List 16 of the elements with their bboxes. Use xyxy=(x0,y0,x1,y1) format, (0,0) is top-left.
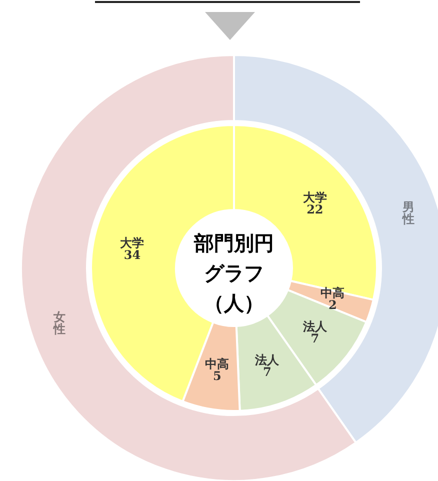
slice-label: 大学 xyxy=(120,236,144,250)
data-label: 2 xyxy=(328,298,337,312)
slice-label: 中高 xyxy=(205,357,230,372)
text: （人） xyxy=(203,290,265,317)
slice-label: 男性 xyxy=(402,200,415,226)
slice-label: 中高 xyxy=(320,286,345,300)
slice-label: 大学 xyxy=(302,190,327,204)
data-label: 34 xyxy=(124,248,141,262)
data-label: 7 xyxy=(310,332,320,346)
data-label: 22 xyxy=(306,202,324,216)
text: 部門別円グラフ xyxy=(192,230,275,287)
slice-label: 法人 xyxy=(254,353,280,368)
slice-label: 法人 xyxy=(302,320,328,334)
slice-label: 女性 xyxy=(52,310,66,336)
data-label: 5 xyxy=(213,369,222,384)
data-label: 7 xyxy=(263,365,272,380)
